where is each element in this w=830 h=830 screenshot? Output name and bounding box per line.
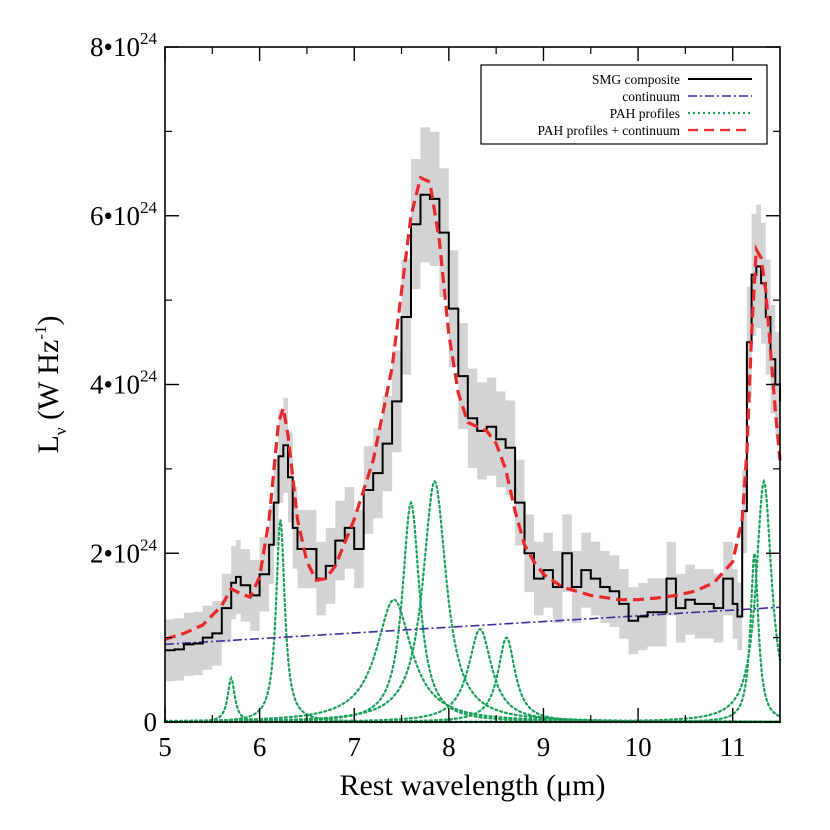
y-tick-label: 4•1024 (90, 367, 157, 400)
continuum-line (164, 606, 781, 646)
pah-profile-3 (163, 598, 782, 723)
x-tick-label: 7 (347, 732, 361, 762)
x-axis-title: Rest wavelength (μm) (339, 769, 605, 802)
legend-label: PAH profiles (610, 106, 680, 121)
x-tick-label: 5 (158, 732, 172, 762)
uncertainty-band-layer (165, 127, 780, 682)
pah-profile-6 (163, 628, 782, 723)
y-tick-label: 2•1024 (90, 535, 157, 568)
x-tick-label: 6 (253, 732, 267, 762)
uncertainty-band (165, 127, 780, 682)
x-tick-label: 8 (442, 732, 456, 762)
y-tick-label: 6•1024 (90, 198, 157, 231)
pah-plus-continuum-line (164, 175, 782, 641)
smg-composite-line (165, 193, 781, 652)
pah-profile-7 (163, 636, 782, 723)
x-tick-label: 9 (537, 732, 551, 762)
x-tick-label: 11 (720, 732, 746, 762)
pah-profile-5 (163, 479, 782, 723)
legend-label: PAH profiles + continuum (538, 123, 681, 138)
axes-layer: 5 6 7 8 9 10 11 0 2•1024 4•1024 6•1024 8•1024 Rest w… (31, 29, 781, 802)
legend: SMG composite continuum PAH profiles PAH pr… (480, 64, 768, 145)
y-axis-title: Lν (W Hz-1) (31, 316, 70, 454)
x-tick-label: 10 (625, 732, 652, 762)
legend-label: continuum (622, 89, 680, 104)
series-lines-layer (164, 175, 782, 652)
y-tick-label: 8•1024 (90, 29, 157, 62)
y-tick-label: 0 (144, 707, 158, 737)
legend-label: SMG composite (592, 72, 680, 87)
